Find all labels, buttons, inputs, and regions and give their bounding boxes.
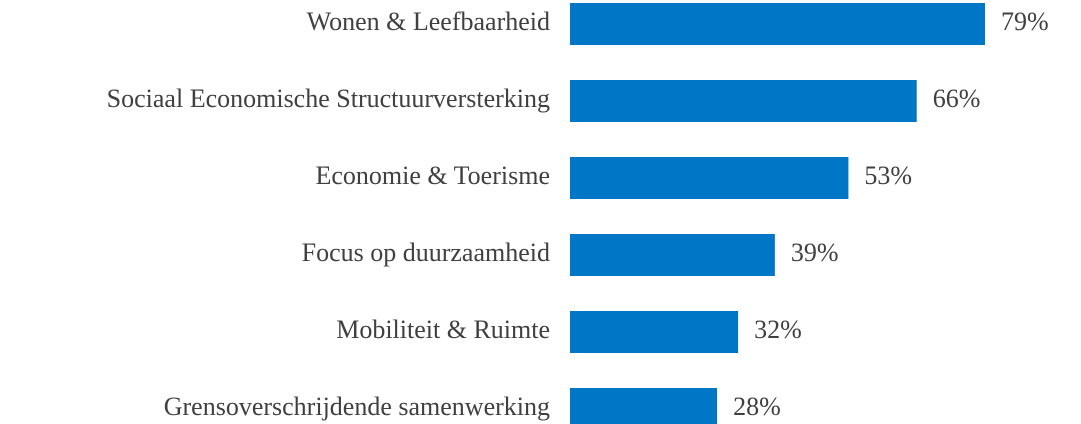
- value-label: 79%: [1001, 7, 1049, 36]
- value-label: 28%: [733, 392, 781, 421]
- value-label: 66%: [933, 84, 981, 113]
- bar: [570, 157, 849, 199]
- bar: [570, 80, 917, 122]
- bar: [570, 234, 775, 276]
- value-label: 53%: [864, 161, 912, 190]
- bar: [570, 388, 718, 424]
- category-label: Sociaal Economische Structuurversterking: [107, 84, 550, 113]
- bar: [570, 311, 739, 353]
- value-label: 39%: [791, 238, 839, 267]
- category-label: Focus op duurzaamheid: [302, 238, 550, 267]
- category-label: Economie & Toerisme: [315, 161, 550, 190]
- bar: [570, 3, 985, 45]
- value-label: 32%: [754, 315, 802, 344]
- category-label: Mobiliteit & Ruimte: [336, 315, 550, 344]
- category-label: Wonen & Leefbaarheid: [307, 7, 550, 36]
- category-label: Grensoverschrijdende samenwerking: [164, 392, 550, 421]
